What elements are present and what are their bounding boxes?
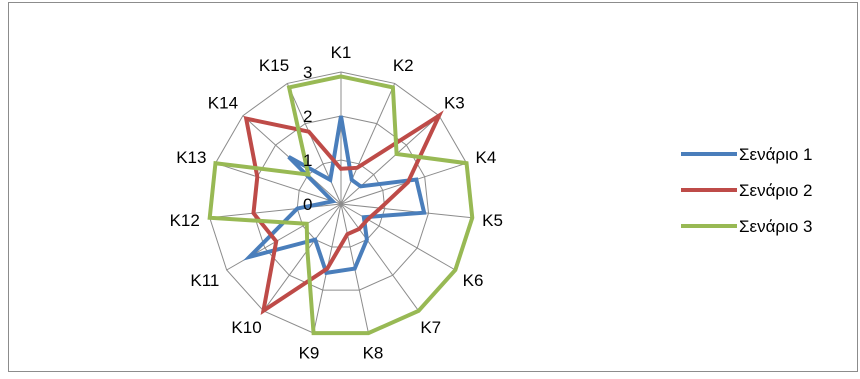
category-label-k3: K3 [444,93,465,112]
category-label-k1: K1 [331,43,352,62]
legend-item-2: Σενάριο 2 [681,181,813,200]
grid-spoke-k3 [340,115,440,205]
grid-spoke-k10 [263,203,342,312]
category-label-k12: K12 [170,211,200,230]
category-label-k14: K14 [208,93,238,112]
category-label-k4: K4 [476,148,497,167]
series-line-2 [243,110,444,316]
tick-label-1: 1 [303,151,312,170]
grid-spoke-k12 [209,203,342,219]
grid-spoke-k7 [340,203,419,312]
grid-spoke-k6 [340,203,456,271]
legend-item-3: Σενάριο 3 [681,217,813,236]
series-line-1 [242,115,427,276]
grid-ring-2 [252,115,430,291]
legend-label-3: Σενάριο 3 [739,217,813,236]
category-label-k5: K5 [482,211,503,230]
category-label-k13: K13 [176,148,206,167]
grid-spoke-k15 [286,83,342,205]
grid-spoke-k2 [340,83,396,205]
category-label-k2: K2 [393,56,414,75]
category-labels: K1 K2 K3 K4 K5 K6 K7 K8 K9 K10 K11 K12 K13 K14 K15 [170,43,503,363]
legend-label-1: Σενάριο 1 [739,145,813,164]
tick-label-2: 2 [303,107,312,126]
grid-spoke-k13 [215,162,342,205]
category-label-k11: K11 [190,271,219,290]
category-label-k8: K8 [363,344,384,363]
legend: Σενάριο 1 Σενάριο 2 Σενάριο 3 [681,145,813,236]
series-line-3 [207,74,475,336]
tick-label-3: 3 [303,63,312,82]
category-label-k7: K7 [420,318,441,337]
category-label-k15: K15 [259,56,289,75]
category-label-k6: K6 [463,271,484,290]
tick-label-0: 0 [303,195,312,214]
legend-label-2: Σενάριο 2 [739,181,813,200]
radial-tick-labels: 0 1 2 3 [303,63,312,214]
category-label-k10: K10 [231,318,261,337]
grid-spoke-k5 [340,203,473,219]
category-label-k9: K9 [299,344,320,363]
legend-item-1: Σενάριο 1 [681,145,813,164]
radar-series [207,74,475,336]
